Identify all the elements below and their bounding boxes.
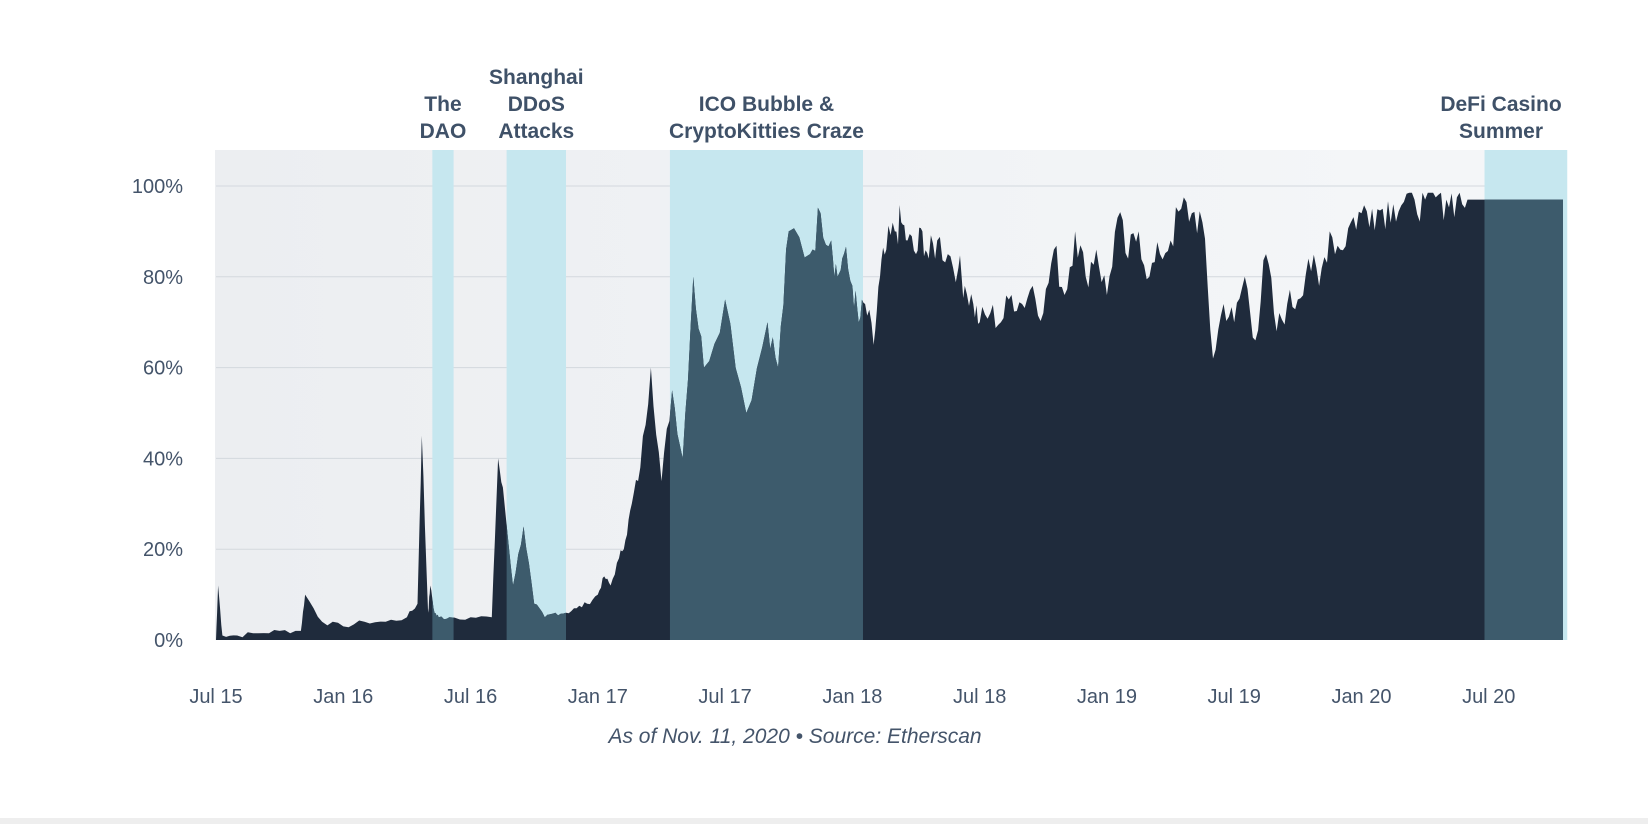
x-tick-label: Jul 16 xyxy=(444,686,497,708)
x-tick-label: Jan 17 xyxy=(568,686,628,708)
event-label: ICO Bubble & CryptoKitties Craze xyxy=(669,93,864,143)
y-tick-label: 20% xyxy=(143,539,183,561)
event-label-line: Summer xyxy=(1459,120,1543,143)
y-axis-ticks: 0% 20% 40% 60% 80% 100% xyxy=(132,176,183,652)
x-tick-label: Jan 20 xyxy=(1331,686,1391,708)
event-label: Shanghai DDoS Attacks xyxy=(489,66,584,143)
event-label-line: Shanghai xyxy=(489,66,584,89)
x-tick-label: Jan 18 xyxy=(822,686,882,708)
x-tick-label: Jul 15 xyxy=(189,686,242,708)
x-axis-ticks: Jul 15 Jan 16 Jul 16 Jan 17 Jul 17 Jan 18 Jul … xyxy=(189,686,1515,708)
y-tick-label: 60% xyxy=(143,358,183,380)
x-tick-label: Jan 16 xyxy=(313,686,373,708)
bottom-divider xyxy=(0,818,1648,824)
y-tick-label: 80% xyxy=(143,267,183,289)
event-label-line: DAO xyxy=(420,120,467,143)
event-labels: The DAO Shanghai DDoS Attacks ICO Bubble & Cry… xyxy=(420,66,1562,143)
x-tick-label: Jul 18 xyxy=(953,686,1006,708)
y-tick-label: 100% xyxy=(132,176,183,198)
y-tick-label: 40% xyxy=(143,448,183,470)
event-band xyxy=(432,150,454,640)
event-label-line: The xyxy=(424,93,461,116)
event-label-line: DeFi Casino xyxy=(1440,93,1561,116)
event-label-line: Attacks xyxy=(498,120,574,143)
x-tick-label: Jan 19 xyxy=(1077,686,1137,708)
event-label-line: ICO Bubble & xyxy=(699,93,834,116)
x-tick-label: Jul 20 xyxy=(1462,686,1515,708)
event-label-line: CryptoKitties Craze xyxy=(669,120,864,143)
source-note: As of Nov. 11, 2020 • Source: Etherscan xyxy=(606,725,981,748)
event-label: DeFi Casino Summer xyxy=(1440,93,1561,143)
event-band xyxy=(506,150,567,640)
event-label-line: DDoS xyxy=(508,93,565,116)
event-label: The DAO xyxy=(420,93,467,143)
y-tick-label: 0% xyxy=(154,630,183,652)
utilization-area xyxy=(216,192,1563,641)
x-tick-label: Jul 19 xyxy=(1208,686,1261,708)
x-tick-label: Jul 17 xyxy=(698,686,751,708)
